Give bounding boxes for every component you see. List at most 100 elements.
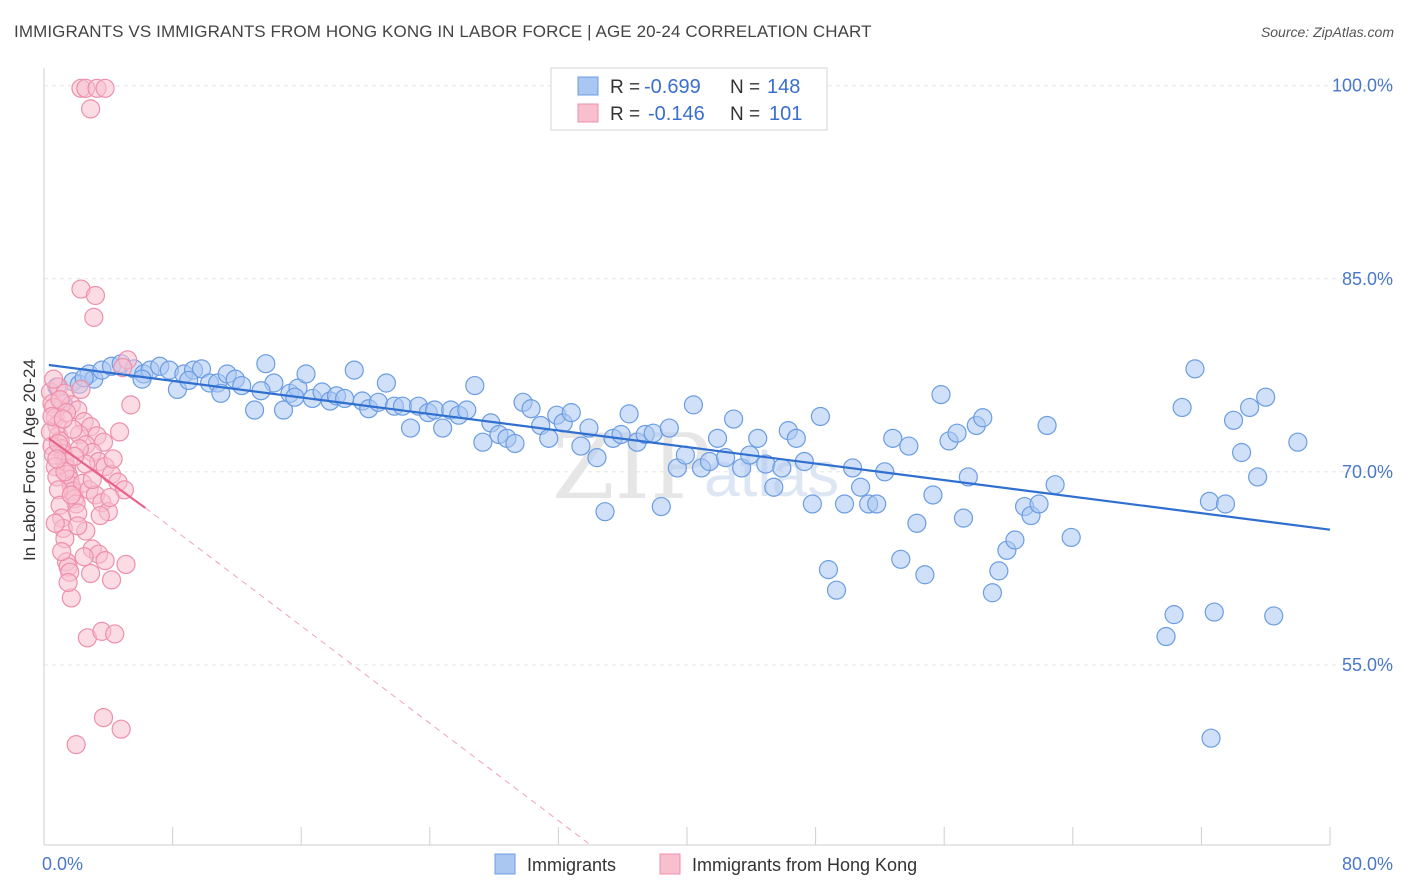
point-immigrants — [473, 432, 493, 452]
point-immigrants — [571, 436, 591, 456]
point-immigrants — [1248, 467, 1268, 487]
trend-line-hong-kong — [48, 437, 146, 509]
trend-line-immigrants — [48, 363, 1331, 531]
point-immigrants — [619, 404, 639, 424]
point-immigrants — [989, 561, 1009, 581]
point-immigrants — [1288, 432, 1308, 452]
point-immigrants — [931, 384, 951, 405]
point-hong-kong — [44, 369, 64, 389]
point-immigrants — [915, 565, 935, 585]
point-immigrants — [982, 583, 1003, 603]
point-immigrants — [834, 494, 855, 514]
point-immigrants — [810, 406, 831, 427]
y-tick-label: 55.0% — [1342, 655, 1393, 675]
point-immigrants — [521, 399, 541, 419]
point-immigrants — [851, 477, 871, 497]
point-immigrants — [1256, 387, 1276, 407]
point-immigrants — [947, 423, 967, 443]
point-immigrants — [818, 560, 839, 580]
point-immigrants — [433, 418, 453, 438]
point-immigrants — [1264, 606, 1284, 626]
point-immigrants — [923, 485, 943, 505]
point-hong-kong — [74, 547, 94, 567]
point-immigrants — [296, 364, 316, 384]
point-immigrants — [1240, 397, 1260, 418]
point-immigrants — [883, 428, 903, 448]
point-hong-kong — [95, 78, 115, 98]
point-hong-kong — [47, 449, 67, 469]
point-hong-kong — [45, 513, 65, 533]
bottom-legend-label-hong-kong: Immigrants from Hong Kong — [692, 855, 917, 875]
y-tick-label: 85.0% — [1342, 269, 1393, 289]
point-immigrants — [764, 477, 784, 497]
point-immigrants — [211, 383, 231, 403]
point-hong-kong — [58, 572, 78, 593]
point-immigrants — [683, 395, 704, 415]
point-immigrants — [400, 418, 421, 438]
legend-n-value-2: 101 — [769, 103, 802, 125]
point-immigrants — [457, 400, 477, 420]
point-immigrants — [651, 496, 671, 517]
point-immigrants — [539, 428, 559, 448]
point-hong-kong — [116, 554, 136, 575]
point-immigrants — [611, 424, 631, 445]
point-immigrants — [1223, 410, 1244, 430]
point-immigrants — [748, 428, 768, 448]
point-immigrants — [1156, 626, 1176, 647]
point-immigrants — [561, 403, 581, 423]
point-immigrants — [891, 549, 911, 569]
point-immigrants — [699, 451, 720, 472]
axes — [43, 68, 1331, 846]
trend-line-hong-kong-extension — [144, 507, 591, 846]
point-immigrants — [256, 354, 276, 374]
point-hong-kong — [68, 516, 88, 536]
point-hong-kong — [81, 99, 101, 119]
point-immigrants — [659, 418, 679, 438]
legend-n-value-1: 148 — [767, 76, 800, 98]
legend-r-label-1: R = — [610, 77, 640, 98]
legend-swatch-hong-kong — [577, 103, 599, 123]
point-hong-kong — [109, 422, 130, 442]
point-immigrants — [707, 428, 728, 448]
point-hong-kong — [93, 707, 114, 728]
point-immigrants — [244, 400, 265, 420]
chart-title: IMMIGRANTS VS IMMIGRANTS FROM HONG KONG … — [14, 22, 872, 41]
point-immigrants — [1185, 359, 1205, 379]
point-hong-kong — [71, 379, 91, 400]
point-hong-kong — [66, 735, 86, 755]
point-immigrants — [505, 433, 525, 454]
point-immigrants — [643, 423, 663, 443]
point-immigrants — [273, 400, 294, 420]
point-hong-kong — [105, 624, 125, 644]
bottom-legend-swatch-immigrants — [494, 853, 516, 875]
legend-swatch-immigrants — [577, 76, 599, 96]
bottom-legend-label-immigrants: Immigrants — [527, 855, 616, 875]
point-immigrants — [1005, 530, 1025, 550]
source-label: Source: ZipAtlas.com — [1260, 24, 1394, 40]
point-hong-kong — [90, 505, 110, 526]
point-immigrants — [958, 467, 978, 487]
point-immigrants — [973, 408, 993, 428]
point-hong-kong — [84, 307, 104, 327]
point-hong-kong — [121, 395, 141, 415]
point-hong-kong — [53, 409, 73, 429]
point-immigrants — [1201, 728, 1221, 748]
point-immigrants — [1061, 527, 1081, 548]
point-hong-kong — [100, 487, 120, 508]
point-hong-kong — [103, 449, 123, 469]
point-immigrants — [953, 508, 974, 528]
point-immigrants — [579, 418, 599, 438]
legend-r-label-2: R = — [610, 104, 640, 125]
point-immigrants — [1029, 494, 1049, 514]
point-immigrants — [232, 375, 252, 396]
point-immigrants — [786, 428, 806, 448]
point-immigrants — [1164, 605, 1184, 625]
point-hong-kong — [85, 285, 106, 306]
y-tick-label: 100.0% — [1332, 76, 1393, 96]
point-immigrants — [899, 436, 919, 456]
point-immigrants — [344, 360, 364, 380]
y-axis-title: In Labor Force | Age 20-24 — [20, 359, 39, 561]
point-immigrants — [907, 513, 927, 533]
y-tick-label: 70.0% — [1342, 462, 1393, 482]
